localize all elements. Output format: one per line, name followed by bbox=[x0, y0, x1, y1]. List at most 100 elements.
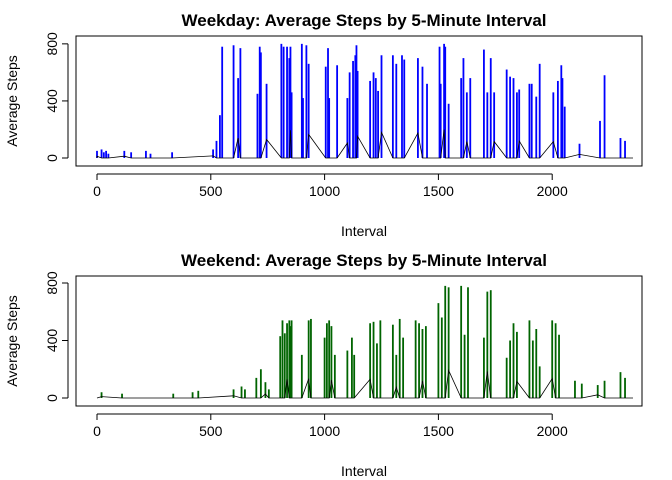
weekday-bar bbox=[324, 66, 327, 158]
weekday-bar bbox=[239, 48, 242, 158]
weekday-trend-line bbox=[96, 129, 633, 159]
weekday-bar bbox=[130, 152, 133, 158]
weekend-x-tick-label: 0 bbox=[93, 423, 101, 439]
weekend-bar bbox=[264, 382, 267, 398]
weekend-bar bbox=[619, 372, 622, 399]
weekend-bar bbox=[538, 366, 541, 399]
weekend-bar bbox=[372, 321, 375, 398]
weekend-bar bbox=[418, 323, 420, 398]
weekday-y-tick-label: 800 bbox=[44, 32, 60, 56]
weekday-bar bbox=[377, 90, 379, 158]
weekday-bar bbox=[286, 46, 288, 158]
weekend-x-tick-label: 1500 bbox=[423, 423, 454, 439]
weekend-bar bbox=[558, 334, 560, 398]
weekend-y-tick-label: 400 bbox=[44, 329, 60, 353]
weekday-bar bbox=[280, 43, 283, 158]
weekend-y-axis-label: Average Steps bbox=[4, 295, 20, 387]
weekend-bar bbox=[289, 326, 292, 399]
weekday-bar bbox=[282, 46, 285, 158]
weekday-bar bbox=[421, 66, 424, 158]
weekend-x-tick-label: 500 bbox=[199, 423, 223, 439]
weekend-bar bbox=[414, 320, 417, 399]
weekend-bar bbox=[323, 337, 326, 399]
weekday-bar bbox=[443, 43, 445, 158]
weekend-plot-frame bbox=[75, 275, 643, 407]
weekend-y-axis: 0 400 800 bbox=[44, 271, 69, 402]
weekend-bar bbox=[279, 336, 282, 398]
weekday-bar bbox=[444, 46, 447, 158]
weekday-y-tick-label: 400 bbox=[44, 89, 60, 113]
weekday-bar bbox=[336, 65, 339, 158]
weekend-bar bbox=[402, 337, 405, 399]
weekday-bar bbox=[300, 43, 303, 158]
weekend-x-axis-label: Interval bbox=[341, 463, 387, 479]
weekday-bar bbox=[561, 78, 564, 158]
weekday-y-tick-label: 0 bbox=[44, 154, 60, 162]
weekday-bar bbox=[149, 153, 152, 158]
weekday-bar bbox=[107, 153, 110, 158]
weekend-bar bbox=[379, 320, 382, 399]
weekday-bar bbox=[563, 106, 566, 158]
weekend-bar bbox=[509, 340, 511, 398]
weekend-bar bbox=[424, 326, 427, 399]
weekday-bar bbox=[171, 152, 174, 158]
weekday-bar bbox=[288, 58, 291, 159]
weekend-trend-line bbox=[96, 368, 633, 399]
weekday-bar bbox=[535, 96, 538, 158]
weekday-bar bbox=[265, 83, 268, 158]
weekday-bar bbox=[354, 55, 357, 158]
weekend-bar bbox=[489, 290, 492, 398]
weekday-bar bbox=[123, 150, 126, 158]
weekend-bar bbox=[330, 326, 333, 399]
weekday-chart: Weekday: Average Steps by 5-Minute Inter… bbox=[4, 11, 643, 239]
weekday-bar bbox=[552, 92, 555, 158]
weekday-bar bbox=[486, 92, 489, 158]
weekend-bar bbox=[325, 323, 328, 398]
weekday-bar bbox=[258, 46, 261, 158]
weekday-x-axis-label: Interval bbox=[341, 223, 387, 239]
weekday-bar bbox=[348, 72, 351, 158]
weekend-bar bbox=[551, 320, 554, 399]
weekend-bar bbox=[244, 389, 246, 399]
weekday-y-axis-label: Average Steps bbox=[4, 55, 20, 147]
weekday-bar bbox=[489, 58, 492, 159]
weekend-bar bbox=[267, 389, 270, 399]
weekday-bar bbox=[289, 46, 292, 158]
weekend-bar bbox=[483, 337, 485, 399]
weekday-bar bbox=[578, 143, 581, 158]
weekend-chart: Weekend: Average Steps by 5-Minute Inter… bbox=[4, 251, 643, 479]
weekend-x-axis: 0 500 1000 1500 2000 bbox=[93, 413, 568, 439]
weekday-bar bbox=[624, 140, 626, 158]
weekend-bar bbox=[240, 386, 243, 398]
weekday-bar bbox=[426, 83, 428, 158]
weekend-bar bbox=[535, 329, 538, 398]
weekday-x-tick-label: 2000 bbox=[537, 183, 568, 199]
weekend-bar bbox=[505, 357, 508, 398]
weekend-bar bbox=[444, 285, 447, 399]
weekend-bar bbox=[197, 390, 200, 398]
weekday-bar bbox=[528, 83, 531, 158]
weekday-bar bbox=[256, 93, 259, 158]
weekday-bar bbox=[380, 55, 383, 158]
weekday-bar bbox=[505, 69, 508, 158]
weekday-bar bbox=[145, 150, 147, 158]
weekday-plot-frame bbox=[75, 35, 643, 167]
weekday-bar bbox=[439, 83, 442, 158]
weekday-bar bbox=[302, 98, 304, 158]
weekday-bar bbox=[105, 150, 107, 158]
weekend-bar bbox=[574, 380, 576, 398]
weekend-bar bbox=[467, 287, 469, 398]
weekday-bar bbox=[212, 149, 214, 158]
weekday-x-tick-label: 1000 bbox=[309, 183, 340, 199]
weekend-bar bbox=[440, 317, 443, 398]
weekend-y-tick-label: 800 bbox=[44, 271, 60, 295]
weekend-bar bbox=[460, 285, 463, 399]
weekend-bar bbox=[624, 377, 626, 399]
weekday-bar bbox=[417, 58, 419, 159]
weekday-bar bbox=[603, 75, 606, 158]
weekend-bar bbox=[353, 354, 356, 399]
weekday-x-tick-label: 1500 bbox=[423, 183, 454, 199]
weekday-bar bbox=[460, 78, 463, 158]
weekend-bar bbox=[288, 320, 291, 399]
